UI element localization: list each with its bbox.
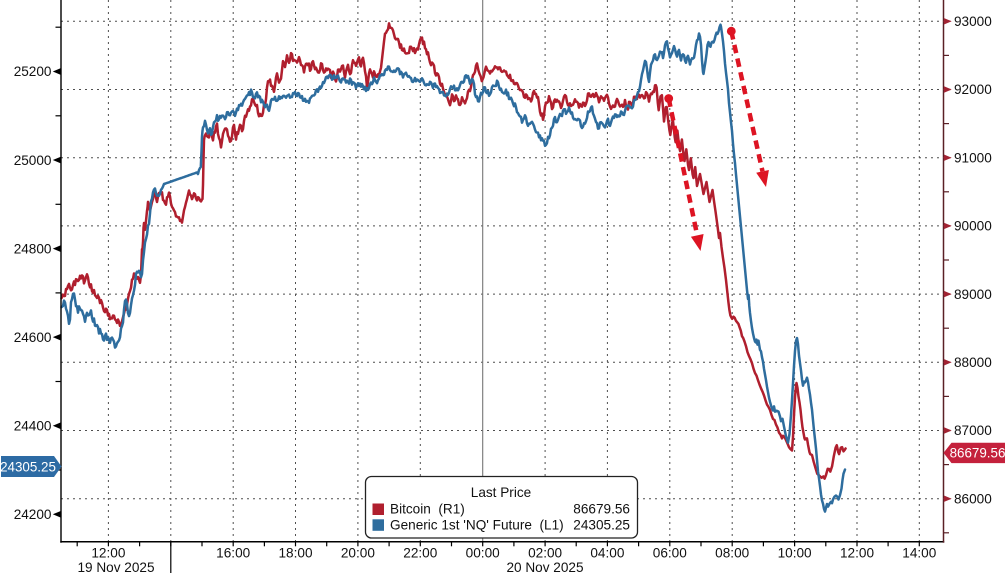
svg-text:24200: 24200: [14, 507, 52, 522]
svg-text:86000: 86000: [954, 491, 992, 506]
svg-text:Generic 1st 'NQ' Future (L1): Generic 1st 'NQ' Future (L1): [390, 518, 564, 533]
svg-text:14:00: 14:00: [902, 546, 936, 561]
svg-text:Last Price: Last Price: [471, 485, 531, 500]
svg-text:24400: 24400: [14, 418, 52, 433]
svg-text:86679.56: 86679.56: [950, 446, 1005, 461]
svg-text:18:00: 18:00: [278, 546, 312, 561]
svg-text:92000: 92000: [954, 82, 992, 97]
svg-text:25000: 25000: [14, 153, 52, 168]
svg-text:Bitcoin (R1): Bitcoin (R1): [390, 502, 465, 517]
svg-text:22:00: 22:00: [403, 546, 437, 561]
svg-text:10:00: 10:00: [778, 546, 812, 561]
svg-text:12:00: 12:00: [840, 546, 874, 561]
svg-text:25200: 25200: [14, 64, 52, 79]
svg-text:16:00: 16:00: [216, 546, 250, 561]
svg-text:89000: 89000: [954, 287, 992, 302]
svg-text:19 Nov 2025: 19 Nov 2025: [77, 560, 154, 573]
svg-text:24305.25: 24305.25: [0, 459, 56, 474]
svg-text:24305.25: 24305.25: [573, 518, 630, 533]
svg-text:20:00: 20:00: [341, 546, 375, 561]
svg-text:88000: 88000: [954, 355, 992, 370]
svg-text:93000: 93000: [954, 14, 992, 29]
svg-text:24800: 24800: [14, 241, 52, 256]
svg-text:90000: 90000: [954, 219, 992, 234]
svg-text:08:00: 08:00: [715, 546, 749, 561]
svg-text:91000: 91000: [954, 150, 992, 165]
svg-text:02:00: 02:00: [528, 546, 562, 561]
svg-text:00:00: 00:00: [466, 546, 500, 561]
svg-text:04:00: 04:00: [590, 546, 624, 561]
svg-text:06:00: 06:00: [653, 546, 687, 561]
svg-text:20 Nov 2025: 20 Nov 2025: [506, 560, 583, 573]
svg-text:87000: 87000: [954, 423, 992, 438]
svg-text:86679.56: 86679.56: [573, 502, 630, 517]
svg-text:12:00: 12:00: [91, 546, 125, 561]
svg-text:24600: 24600: [14, 330, 52, 345]
